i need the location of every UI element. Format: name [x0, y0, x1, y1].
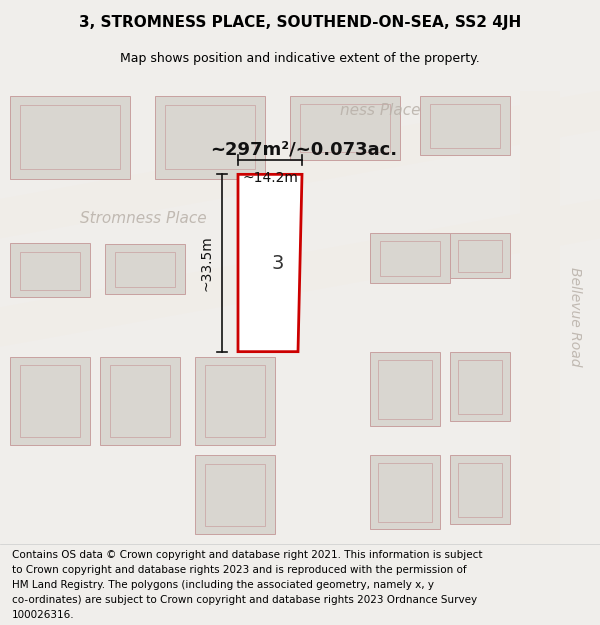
Bar — [205, 464, 265, 526]
Bar — [370, 455, 440, 529]
Bar — [378, 359, 432, 419]
Bar — [370, 352, 440, 426]
Bar — [165, 106, 255, 169]
Text: 3, STROMNESS PLACE, SOUTHEND-ON-SEA, SS2 4JH: 3, STROMNESS PLACE, SOUTHEND-ON-SEA, SS2… — [79, 15, 521, 30]
Bar — [300, 104, 390, 152]
Bar — [10, 357, 90, 445]
Bar — [380, 241, 440, 276]
Text: ~297m²/~0.073ac.: ~297m²/~0.073ac. — [210, 141, 397, 159]
Polygon shape — [238, 174, 302, 352]
Text: Map shows position and indicative extent of the property.: Map shows position and indicative extent… — [120, 52, 480, 66]
Bar — [115, 252, 175, 287]
Bar — [458, 463, 502, 517]
Text: 100026316.: 100026316. — [12, 611, 74, 621]
Bar — [20, 106, 120, 169]
Bar — [458, 359, 502, 414]
Text: to Crown copyright and database rights 2023 and is reproduced with the permissio: to Crown copyright and database rights 2… — [12, 565, 467, 575]
Bar — [450, 234, 510, 278]
Bar — [110, 366, 170, 438]
Text: Stromness Place: Stromness Place — [80, 211, 206, 226]
Text: ~33.5m: ~33.5m — [200, 235, 214, 291]
Polygon shape — [520, 91, 560, 544]
Bar — [10, 96, 130, 179]
Bar — [378, 463, 432, 522]
Text: co-ordinates) are subject to Crown copyright and database rights 2023 Ordnance S: co-ordinates) are subject to Crown copyr… — [12, 596, 477, 606]
Bar — [370, 234, 450, 282]
Bar — [458, 241, 502, 272]
Bar — [195, 455, 275, 534]
Bar — [205, 366, 265, 438]
Bar — [105, 244, 185, 294]
Bar — [20, 252, 80, 289]
Bar — [20, 366, 80, 438]
Bar — [100, 357, 180, 445]
Text: Contains OS data © Crown copyright and database right 2021. This information is : Contains OS data © Crown copyright and d… — [12, 550, 482, 560]
Bar — [155, 96, 265, 179]
Bar — [290, 96, 400, 159]
Text: HM Land Registry. The polygons (including the associated geometry, namely x, y: HM Land Registry. The polygons (includin… — [12, 580, 434, 590]
Bar — [430, 104, 500, 148]
Bar — [450, 352, 510, 421]
Text: ~14.2m: ~14.2m — [242, 171, 298, 186]
Bar — [10, 243, 90, 298]
Polygon shape — [0, 199, 600, 347]
Bar — [450, 455, 510, 524]
Polygon shape — [0, 91, 600, 238]
Text: Bellevue Road: Bellevue Road — [568, 268, 582, 367]
Text: ness Place: ness Place — [340, 103, 421, 118]
Text: 3: 3 — [272, 254, 284, 272]
Bar — [195, 357, 275, 445]
Bar — [420, 96, 510, 154]
